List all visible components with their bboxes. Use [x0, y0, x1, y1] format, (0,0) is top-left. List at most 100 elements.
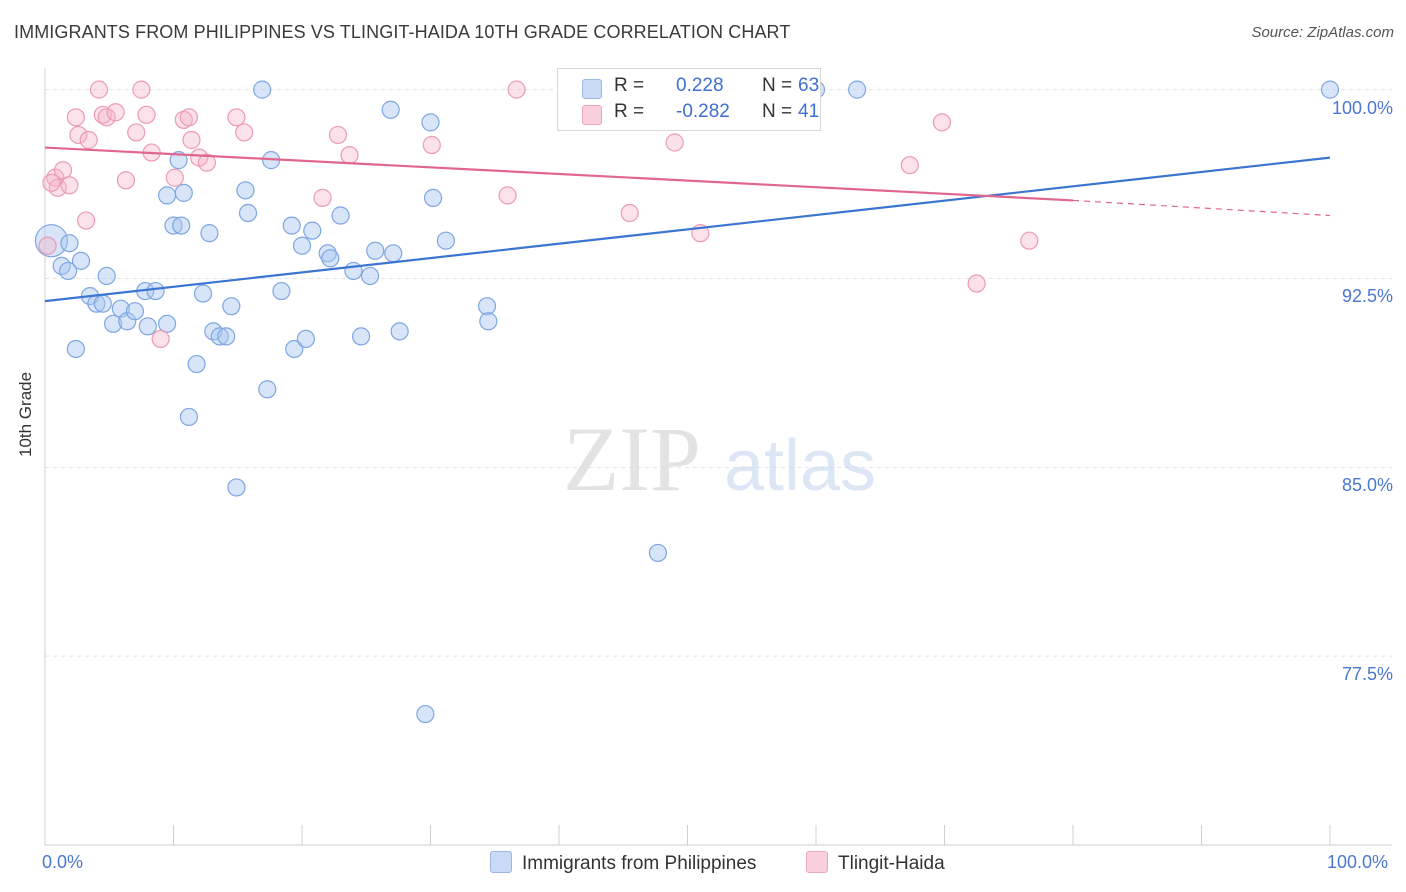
bottom-legend-label: Tlingit-Haida — [838, 853, 945, 874]
n-label: N = — [762, 101, 793, 122]
point-philippines — [138, 317, 157, 336]
chart-title: IMMIGRANTS FROM PHILIPPINES VS TLINGIT-H… — [14, 22, 791, 42]
point-philippines — [318, 244, 337, 263]
point-tlingit — [620, 203, 639, 223]
point-philippines — [285, 339, 304, 359]
point-philippines — [187, 354, 206, 374]
point-philippines — [423, 188, 443, 207]
point-philippines — [292, 236, 312, 255]
point-tlingit — [97, 108, 116, 127]
point-philippines — [146, 281, 165, 301]
point-philippines — [390, 322, 409, 341]
point-philippines — [384, 244, 403, 263]
point-philippines — [104, 314, 123, 333]
point-philippines — [34, 224, 69, 258]
stats-legend: R = 0.228 N = 63 R = -0.282 N = 41 — [557, 68, 821, 131]
r-label: R = — [614, 75, 645, 96]
point-tlingit — [77, 211, 96, 230]
y-tick-label: 77.5% — [1341, 664, 1393, 685]
point-tlingit — [132, 80, 151, 99]
point-philippines — [71, 251, 91, 270]
n-value-philippines: 63 — [798, 75, 820, 96]
point-philippines — [125, 302, 145, 321]
point-philippines — [93, 294, 112, 313]
bottom-legend-philippines: Immigrants from Philippines — [490, 851, 756, 875]
point-tlingit — [89, 80, 109, 99]
point-philippines — [421, 113, 440, 132]
point-philippines — [258, 380, 277, 399]
point-philippines — [174, 183, 193, 202]
legend-swatch-blue — [582, 79, 602, 99]
point-philippines — [436, 231, 456, 250]
point-philippines — [303, 221, 322, 240]
point-philippines — [479, 312, 498, 331]
axes — [44, 68, 1392, 846]
point-tlingit — [1020, 231, 1039, 250]
y-tick-label: 92.5% — [1341, 286, 1393, 307]
legend-swatch-pink — [582, 105, 602, 125]
legend-row-philippines: R = 0.228 N = 63 — [582, 75, 819, 101]
x-tick-label-max: 100.0% — [1327, 852, 1389, 872]
point-tlingit — [127, 123, 146, 142]
point-tlingit — [66, 108, 85, 127]
point-philippines — [227, 478, 246, 497]
n-value-tlingit: 41 — [798, 101, 820, 122]
point-tlingit — [53, 161, 73, 180]
source-label: Source: ZipAtlas.com — [1251, 24, 1394, 41]
point-philippines — [210, 327, 229, 346]
point-tlingit — [137, 105, 156, 124]
point-tlingit — [313, 188, 332, 207]
bottom-legend-tlingit: Tlingit-Haida — [806, 851, 945, 875]
point-philippines — [97, 266, 116, 286]
point-philippines — [217, 327, 236, 346]
point-philippines — [381, 100, 400, 119]
point-tlingit — [116, 171, 136, 190]
point-tlingit — [932, 113, 952, 132]
point-philippines — [361, 266, 380, 286]
point-philippines — [60, 234, 79, 253]
point-philippines — [157, 186, 177, 205]
point-tlingit — [151, 329, 170, 348]
point-philippines — [352, 327, 371, 346]
trend-line-philippines — [44, 156, 1331, 303]
point-tlingit — [38, 236, 57, 255]
y-tick-label: 100.0% — [1331, 97, 1393, 118]
point-tlingit — [227, 108, 246, 127]
point-philippines — [366, 241, 385, 260]
point-philippines — [193, 284, 213, 303]
point-tlingit — [498, 186, 517, 205]
point-tlingit — [422, 135, 441, 155]
r-value-tlingit: -0.282 — [676, 101, 730, 122]
point-tlingit — [197, 153, 217, 172]
point-philippines — [272, 281, 291, 301]
point-tlingit — [106, 103, 125, 122]
point-tlingit — [79, 130, 98, 150]
point-tlingit — [340, 145, 359, 165]
point-philippines — [238, 203, 258, 223]
x-tick-label-min: 0.0% — [42, 852, 84, 872]
r-value-philippines: 0.228 — [676, 75, 724, 96]
point-philippines — [200, 224, 219, 243]
point-philippines — [118, 312, 137, 331]
r-label: R = — [614, 101, 645, 122]
point-tlingit — [174, 110, 193, 129]
legend-row-tlingit: R = -0.282 N = 41 — [582, 101, 819, 127]
point-tlingit — [967, 274, 986, 293]
point-philippines — [169, 151, 188, 170]
trend-line-tlingit — [44, 146, 1074, 202]
point-tlingit — [182, 130, 201, 150]
bottom-legend-swatch-blue — [490, 851, 512, 873]
point-tlingit — [900, 156, 919, 175]
point-philippines — [172, 216, 191, 235]
data-points — [34, 80, 1340, 724]
point-philippines — [282, 216, 301, 235]
point-philippines — [59, 261, 78, 281]
point-tlingit — [328, 125, 348, 145]
point-tlingit — [665, 133, 684, 152]
point-philippines — [321, 249, 340, 268]
y-tick-label: 85.0% — [1341, 475, 1393, 496]
point-tlingit — [42, 173, 61, 192]
point-tlingit — [69, 125, 88, 145]
point-philippines — [848, 80, 867, 99]
